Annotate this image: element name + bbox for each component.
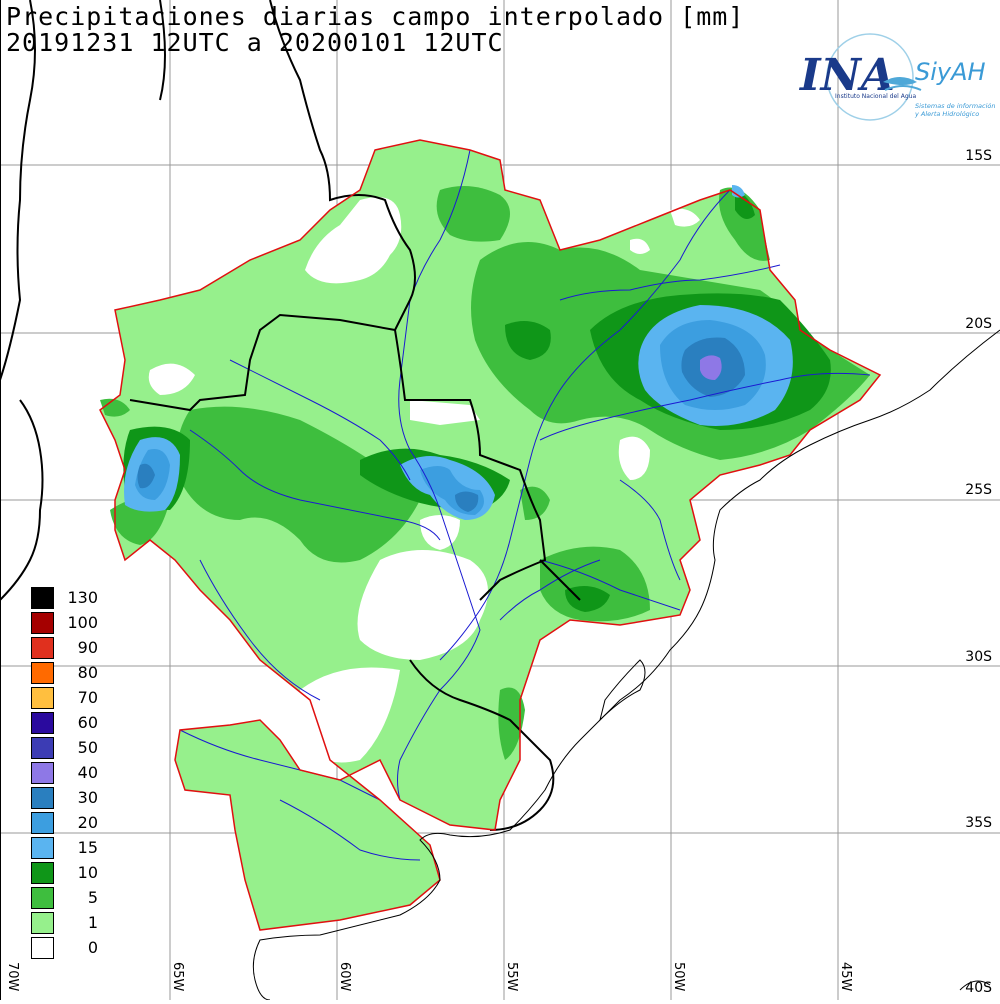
lat-label-15s: 15S — [965, 148, 992, 164]
legend-swatch — [31, 836, 54, 859]
lon-label-45w: 45W — [838, 962, 853, 992]
legend-swatch — [31, 611, 54, 634]
legend-swatch — [31, 636, 54, 659]
svg-text:Sistemas de información: Sistemas de información — [915, 102, 995, 110]
legend-item: 80 — [31, 660, 98, 685]
coastline — [252, 329, 1000, 1001]
legend-label: 20 — [77, 813, 98, 832]
legend-swatch — [31, 711, 54, 734]
legend-swatch — [31, 786, 54, 809]
legend-swatch — [31, 861, 54, 884]
legend-swatch — [31, 811, 54, 834]
legend-label: 80 — [77, 663, 98, 682]
legend-label: 90 — [77, 638, 98, 657]
rivers — [179, 149, 871, 861]
svg-text:y Alerta Hidrológico: y Alerta Hidrológico — [914, 110, 979, 118]
legend-item: 5 — [31, 885, 98, 910]
legend-label: 100 — [67, 613, 98, 632]
lon-label-55w: 55W — [504, 962, 519, 992]
legend-swatch — [31, 661, 54, 684]
lat-label-30s: 30S — [965, 649, 992, 665]
lat-label-35s: 35S — [965, 815, 992, 831]
basin-outline — [99, 139, 882, 931]
legend-item: 20 — [31, 810, 98, 835]
precip-field — [100, 140, 880, 930]
map-date-range: 20191231 12UTC a 20200101 12UTC — [6, 28, 504, 57]
legend-item: 30 — [31, 785, 98, 810]
lat-label-20s: 20S — [965, 316, 992, 332]
legend-label: 10 — [77, 863, 98, 882]
legend-label: 0 — [87, 938, 98, 957]
legend-swatch — [31, 586, 54, 609]
lon-label-60w: 60W — [337, 962, 352, 992]
lon-label-70w: 70W — [5, 962, 20, 992]
legend-swatch — [31, 911, 54, 934]
legend-label: 130 — [67, 588, 98, 607]
legend-item: 130 — [31, 585, 98, 610]
legend-item: 60 — [31, 710, 98, 735]
legend-item: 1 — [31, 910, 98, 935]
legend-item: 100 — [31, 610, 98, 635]
legend-label: 60 — [77, 713, 98, 732]
color-legend: 130 100 90 80 70 60 50 40 30 20 15 10 5 1 0 — [31, 585, 98, 960]
legend-swatch — [31, 686, 54, 709]
legend-label: 15 — [77, 838, 98, 857]
legend-swatch — [31, 736, 54, 759]
svg-text:Instituto Nacional del Agua: Instituto Nacional del Agua — [835, 93, 916, 100]
country-borders — [0, 0, 581, 1000]
legend-label: 50 — [77, 738, 98, 757]
legend-item: 70 — [31, 685, 98, 710]
ina-siyah-logo: INA SiyAH Instituto Nacional del Agua Si… — [795, 32, 995, 132]
map-title: Precipitaciones diarias campo interpolad… — [6, 2, 745, 31]
legend-label: 1 — [87, 913, 98, 932]
legend-item: 10 — [31, 860, 98, 885]
legend-item: 40 — [31, 760, 98, 785]
legend-item: 15 — [31, 835, 98, 860]
svg-text:INA: INA — [798, 50, 895, 101]
legend-label: 5 — [87, 888, 98, 907]
legend-swatch — [31, 761, 54, 784]
legend-swatch — [31, 936, 54, 959]
lon-label-65w: 65W — [170, 962, 185, 992]
legend-item: 0 — [31, 935, 98, 960]
legend-label: 30 — [77, 788, 98, 807]
legend-label: 70 — [77, 688, 98, 707]
legend-item: 90 — [31, 635, 98, 660]
ina-logo-icon: INA SiyAH Instituto Nacional del Agua Si… — [798, 33, 995, 121]
legend-item: 50 — [31, 735, 98, 760]
legend-swatch — [31, 886, 54, 909]
lat-label-25s: 25S — [965, 482, 992, 498]
lon-label-50w: 50W — [671, 962, 686, 992]
svg-text:SiyAH: SiyAH — [915, 58, 986, 86]
legend-label: 40 — [77, 763, 98, 782]
lat-label-40s: 40S — [965, 980, 992, 996]
